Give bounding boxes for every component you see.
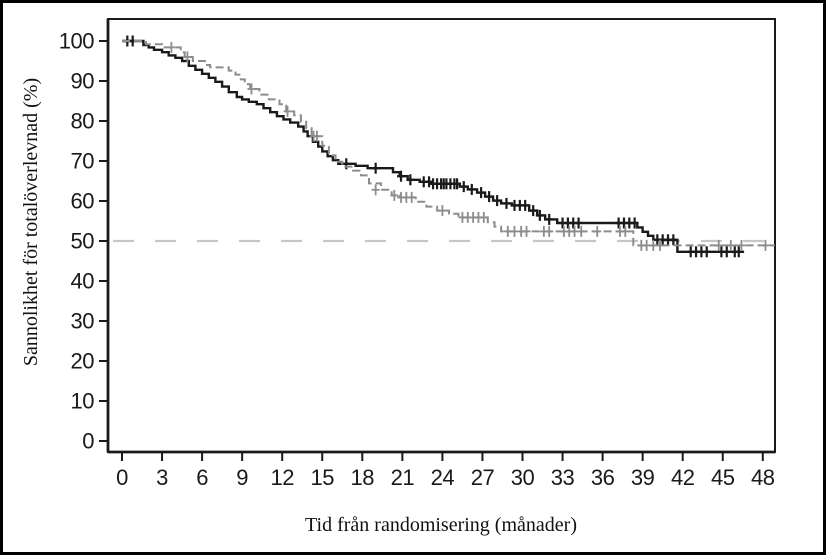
arm-2-dashed-gray-curve	[122, 40, 775, 247]
x-tick-label: 27	[471, 465, 495, 490]
y-tick-label: 50	[71, 229, 95, 254]
y-tick-label: 90	[71, 69, 95, 94]
x-tick-label: 15	[311, 465, 335, 490]
y-tick-label: 10	[71, 389, 95, 414]
y-tick-label: 100	[59, 29, 94, 54]
x-tick-label: 6	[196, 465, 208, 490]
x-tick-label: 3	[156, 465, 168, 490]
x-tick-label: 48	[751, 465, 775, 490]
x-tick-label: 21	[391, 465, 415, 490]
arm-1-solid-black-curve	[122, 39, 745, 253]
x-tick-label: 12	[270, 465, 294, 490]
y-tick-label: 80	[71, 109, 95, 134]
plot-layers: 0 3 6 9 12 15 18 21 24 27 30 33 36 39 42 45 480102030405…	[59, 18, 776, 490]
x-tick-label: 33	[551, 465, 575, 490]
x-tick-label: 42	[671, 465, 695, 490]
x-tick-label: 18	[351, 465, 375, 490]
x-tick-label: 39	[631, 465, 655, 490]
x-tick-label: 24	[431, 465, 455, 490]
x-tick-label: 30	[511, 465, 535, 490]
x-tick-label: 45	[711, 465, 735, 490]
km-survival-chart: 0 3 6 9 12 15 18 21 24 27 30 33 36 39 42 45 480102030405…	[20, 18, 776, 536]
y-axis-title: Sannolikhet för totalöverlevnad (%)	[20, 78, 42, 366]
x-tick-label: 9	[236, 465, 248, 490]
x-axis-title: Tid från randomisering (månader)	[305, 514, 577, 536]
y-tick-label: 30	[71, 309, 95, 334]
y-tick-label: 60	[71, 189, 95, 214]
y-tick-label: 0	[82, 429, 94, 454]
y-tick-label: 40	[71, 269, 95, 294]
x-tick-label: 36	[591, 465, 615, 490]
y-tick-label: 70	[71, 149, 95, 174]
x-tick-label: 0	[116, 465, 128, 490]
plot-frame	[107, 18, 776, 453]
y-tick-label: 20	[71, 349, 95, 374]
